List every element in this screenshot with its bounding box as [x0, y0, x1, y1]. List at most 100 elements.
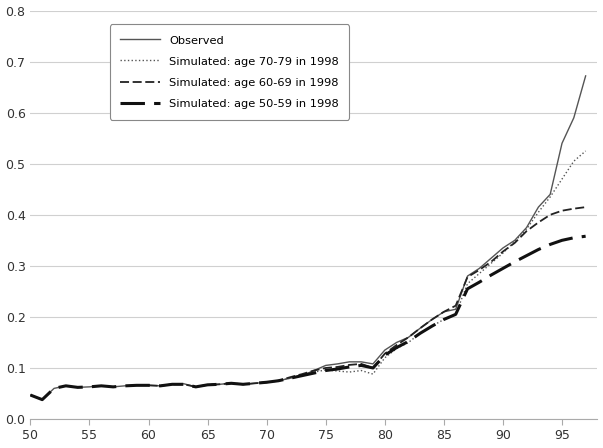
Simulated: age 70-79 in 1998: (79, 0.088): age 70-79 in 1998: (79, 0.088) [370, 371, 377, 377]
Simulated: age 60-69 in 1998: (72, 0.082): age 60-69 in 1998: (72, 0.082) [286, 375, 294, 380]
Simulated: age 60-69 in 1998: (90, 0.328): age 60-69 in 1998: (90, 0.328) [499, 249, 507, 254]
Simulated: age 50-59 in 1998: (76, 0.098): age 50-59 in 1998: (76, 0.098) [334, 366, 341, 372]
Simulated: age 70-79 in 1998: (72, 0.08): age 70-79 in 1998: (72, 0.08) [286, 375, 294, 381]
Simulated: age 50-59 in 1998: (62, 0.068): age 50-59 in 1998: (62, 0.068) [169, 382, 176, 387]
Legend: Observed, Simulated: age 70-79 in 1998, Simulated: age 60-69 in 1998, Simulated:: Observed, Simulated: age 70-79 in 1998, … [110, 25, 349, 120]
Simulated: age 50-59 in 1998: (83, 0.168): age 50-59 in 1998: (83, 0.168) [417, 331, 424, 336]
Observed [192, 384, 200, 390]
Simulated: age 70-79 in 1998: (96, 0.505): age 70-79 in 1998: (96, 0.505) [570, 159, 578, 164]
Observed [263, 379, 270, 385]
Simulated: age 70-79 in 1998: (81, 0.138): age 70-79 in 1998: (81, 0.138) [393, 346, 400, 351]
Simulated: age 70-79 in 1998: (84, 0.182): age 70-79 in 1998: (84, 0.182) [429, 323, 436, 329]
Observed [62, 383, 69, 388]
Simulated: age 70-79 in 1998: (87, 0.265): age 70-79 in 1998: (87, 0.265) [464, 281, 471, 286]
Simulated: age 60-69 in 1998: (96, 0.412): age 60-69 in 1998: (96, 0.412) [570, 206, 578, 211]
Observed [334, 361, 341, 366]
Observed [145, 383, 152, 388]
Simulated: age 60-69 in 1998: (85, 0.21): age 60-69 in 1998: (85, 0.21) [440, 309, 447, 314]
Simulated: age 50-59 in 1998: (82, 0.152): age 50-59 in 1998: (82, 0.152) [405, 339, 412, 344]
Simulated: age 50-59 in 1998: (90, 0.295): age 50-59 in 1998: (90, 0.295) [499, 266, 507, 271]
Simulated: age 50-59 in 1998: (71, 0.075): age 50-59 in 1998: (71, 0.075) [275, 378, 282, 383]
Simulated: age 60-69 in 1998: (79, 0.1): age 60-69 in 1998: (79, 0.1) [370, 365, 377, 370]
Simulated: age 60-69 in 1998: (82, 0.16): age 60-69 in 1998: (82, 0.16) [405, 335, 412, 340]
Simulated: age 60-69 in 1998: (81, 0.145): age 60-69 in 1998: (81, 0.145) [393, 342, 400, 348]
Simulated: age 60-69 in 1998: (89, 0.308): age 60-69 in 1998: (89, 0.308) [487, 259, 494, 264]
Simulated: age 70-79 in 1998: (71, 0.075): age 70-79 in 1998: (71, 0.075) [275, 378, 282, 383]
Simulated: age 50-59 in 1998: (72, 0.08): age 50-59 in 1998: (72, 0.08) [286, 375, 294, 381]
Observed [275, 378, 282, 383]
Simulated: age 70-79 in 1998: (94, 0.435): age 70-79 in 1998: (94, 0.435) [546, 194, 554, 200]
Simulated: age 50-59 in 1998: (60, 0.066): age 50-59 in 1998: (60, 0.066) [145, 383, 152, 388]
Simulated: age 70-79 in 1998: (70, 0.072): age 70-79 in 1998: (70, 0.072) [263, 379, 270, 385]
Observed [110, 384, 117, 390]
Simulated: age 60-69 in 1998: (66, 0.068): age 60-69 in 1998: (66, 0.068) [216, 382, 223, 387]
Simulated: age 60-69 in 1998: (97, 0.415): age 60-69 in 1998: (97, 0.415) [582, 204, 589, 210]
Simulated: age 50-59 in 1998: (73, 0.085): age 50-59 in 1998: (73, 0.085) [298, 373, 306, 378]
Simulated: age 50-59 in 1998: (89, 0.282): age 50-59 in 1998: (89, 0.282) [487, 272, 494, 278]
Simulated: age 60-69 in 1998: (62, 0.068): age 60-69 in 1998: (62, 0.068) [169, 382, 176, 387]
Simulated: age 60-69 in 1998: (61, 0.065): age 60-69 in 1998: (61, 0.065) [157, 383, 164, 388]
Simulated: age 60-69 in 1998: (68, 0.068): age 60-69 in 1998: (68, 0.068) [239, 382, 247, 387]
Simulated: age 60-69 in 1998: (69, 0.07): age 60-69 in 1998: (69, 0.07) [251, 381, 259, 386]
Observed [370, 361, 377, 366]
Simulated: age 60-69 in 1998: (63, 0.068): age 60-69 in 1998: (63, 0.068) [180, 382, 188, 387]
Simulated: age 60-69 in 1998: (92, 0.368): age 60-69 in 1998: (92, 0.368) [523, 228, 530, 234]
Simulated: age 70-79 in 1998: (89, 0.305): age 70-79 in 1998: (89, 0.305) [487, 261, 494, 266]
Observed [464, 273, 471, 279]
Simulated: age 60-69 in 1998: (74, 0.095): age 60-69 in 1998: (74, 0.095) [311, 368, 318, 373]
Observed [381, 347, 388, 353]
Observed [157, 383, 164, 388]
Simulated: age 50-59 in 1998: (96, 0.355): age 50-59 in 1998: (96, 0.355) [570, 235, 578, 241]
Simulated: age 60-69 in 1998: (83, 0.178): age 60-69 in 1998: (83, 0.178) [417, 325, 424, 331]
Observed [133, 383, 140, 388]
Simulated: age 50-59 in 1998: (92, 0.32): age 50-59 in 1998: (92, 0.32) [523, 253, 530, 258]
Simulated: age 50-59 in 1998: (81, 0.14): age 50-59 in 1998: (81, 0.14) [393, 345, 400, 350]
Simulated: age 60-69 in 1998: (60, 0.066): age 60-69 in 1998: (60, 0.066) [145, 383, 152, 388]
Simulated: age 50-59 in 1998: (75, 0.095): age 50-59 in 1998: (75, 0.095) [322, 368, 329, 373]
Observed [582, 73, 589, 78]
Simulated: age 70-79 in 1998: (73, 0.085): age 70-79 in 1998: (73, 0.085) [298, 373, 306, 378]
Simulated: age 60-69 in 1998: (73, 0.088): age 60-69 in 1998: (73, 0.088) [298, 371, 306, 377]
Simulated: age 60-69 in 1998: (88, 0.292): age 60-69 in 1998: (88, 0.292) [476, 267, 483, 273]
Simulated: age 70-79 in 1998: (75, 0.096): age 70-79 in 1998: (75, 0.096) [322, 367, 329, 373]
Observed [346, 359, 353, 365]
Simulated: age 50-59 in 1998: (57, 0.063): age 50-59 in 1998: (57, 0.063) [110, 384, 117, 390]
Simulated: age 60-69 in 1998: (80, 0.128): age 60-69 in 1998: (80, 0.128) [381, 351, 388, 356]
Observed [546, 192, 554, 197]
Observed [27, 392, 34, 398]
Simulated: age 50-59 in 1998: (65, 0.067): age 50-59 in 1998: (65, 0.067) [204, 382, 211, 388]
Simulated: age 50-59 in 1998: (53, 0.065): age 50-59 in 1998: (53, 0.065) [62, 383, 69, 388]
Simulated: age 50-59 in 1998: (86, 0.205): age 50-59 in 1998: (86, 0.205) [452, 312, 459, 317]
Observed [74, 385, 81, 390]
Simulated: age 60-69 in 1998: (87, 0.278): age 60-69 in 1998: (87, 0.278) [464, 274, 471, 280]
Observed [298, 373, 306, 378]
Observed [86, 384, 93, 390]
Observed [216, 382, 223, 387]
Simulated: age 50-59 in 1998: (68, 0.068): age 50-59 in 1998: (68, 0.068) [239, 382, 247, 387]
Observed [535, 204, 542, 210]
Simulated: age 60-69 in 1998: (94, 0.4): age 60-69 in 1998: (94, 0.4) [546, 212, 554, 217]
Simulated: age 60-69 in 1998: (75, 0.1): age 60-69 in 1998: (75, 0.1) [322, 365, 329, 370]
Simulated: age 70-79 in 1998: (90, 0.325): age 70-79 in 1998: (90, 0.325) [499, 250, 507, 256]
Simulated: age 70-79 in 1998: (83, 0.168): age 70-79 in 1998: (83, 0.168) [417, 331, 424, 336]
Observed [511, 237, 519, 243]
Simulated: age 50-59 in 1998: (59, 0.066): age 50-59 in 1998: (59, 0.066) [133, 383, 140, 388]
Simulated: age 50-59 in 1998: (50, 0.047): age 50-59 in 1998: (50, 0.047) [27, 392, 34, 398]
Simulated: age 70-79 in 1998: (95, 0.47): age 70-79 in 1998: (95, 0.47) [558, 177, 566, 182]
Observed [358, 359, 365, 365]
Simulated: age 70-79 in 1998: (97, 0.525): age 70-79 in 1998: (97, 0.525) [582, 148, 589, 154]
Observed [417, 325, 424, 331]
Simulated: age 50-59 in 1998: (67, 0.07): age 50-59 in 1998: (67, 0.07) [227, 381, 235, 386]
Simulated: age 60-69 in 1998: (78, 0.108): age 60-69 in 1998: (78, 0.108) [358, 361, 365, 366]
Simulated: age 50-59 in 1998: (64, 0.063): age 50-59 in 1998: (64, 0.063) [192, 384, 200, 390]
Observed [251, 381, 259, 386]
Simulated: age 50-59 in 1998: (61, 0.065): age 50-59 in 1998: (61, 0.065) [157, 383, 164, 388]
Observed [322, 363, 329, 368]
Line: Simulated: age 60-69 in 1998: Simulated: age 60-69 in 1998 [148, 207, 586, 387]
Simulated: age 50-59 in 1998: (88, 0.268): age 50-59 in 1998: (88, 0.268) [476, 280, 483, 285]
Line: Observed: Observed [30, 76, 586, 400]
Simulated: age 50-59 in 1998: (91, 0.308): age 50-59 in 1998: (91, 0.308) [511, 259, 519, 264]
Observed [499, 246, 507, 251]
Simulated: age 50-59 in 1998: (55, 0.063): age 50-59 in 1998: (55, 0.063) [86, 384, 93, 390]
Observed [393, 340, 400, 345]
